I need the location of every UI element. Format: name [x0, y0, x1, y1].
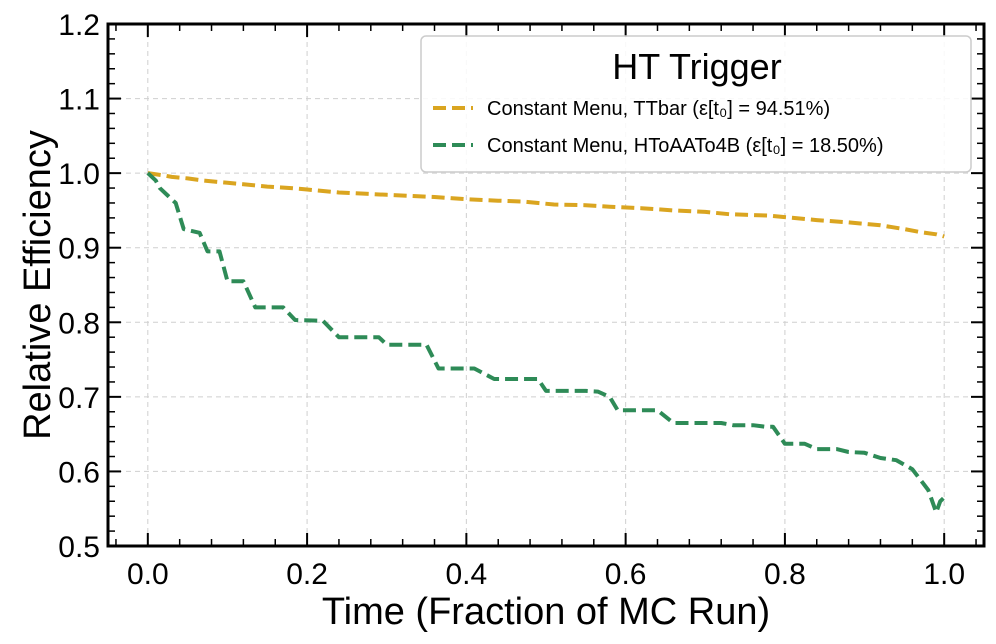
x-tick-label: 0.4 — [446, 558, 488, 591]
x-tick-label: 0.8 — [764, 558, 806, 591]
x-tick-label: 1.0 — [923, 558, 965, 591]
y-tick-label: 0.8 — [58, 307, 100, 340]
y-tick-label: 1.0 — [58, 158, 100, 191]
y-tick-label: 0.6 — [58, 456, 100, 489]
y-tick-label: 0.9 — [58, 233, 100, 266]
plot-frame — [106, 22, 986, 548]
series-line — [146, 171, 946, 515]
legend-entry: Constant Menu, HToAATo4B (ε[t₀] = 18.50%… — [433, 135, 883, 157]
legend-entry: Constant Menu, TTbar (ε[t₀] = 94.51%) — [433, 98, 830, 120]
y-tick-label: 1.2 — [58, 9, 100, 42]
legend: HT Trigger Constant Menu, TTbar (ε[t₀] =… — [420, 35, 972, 173]
series-layer — [146, 171, 946, 515]
tick-labels: 0.0 0.2 0.4 0.6 0.8 1.0 0.5 0.6 0.7 0.8 0.9 1.0 1.1 1… — [58, 9, 965, 591]
legend-entry-label: Constant Menu, HToAATo4B (ε[t₀] = 18.50%… — [487, 135, 883, 157]
y-axis-label: Relative Efficiency — [17, 130, 59, 440]
y-tick-label: 0.5 — [58, 531, 100, 564]
x-tick-label: 0.6 — [605, 558, 647, 591]
legend-entry-label: Constant Menu, TTbar (ε[t₀] = 94.51%) — [487, 98, 830, 120]
legend-entries: Constant Menu, TTbar (ε[t₀] = 94.51%) Con… — [433, 98, 883, 157]
series-2 — [146, 171, 946, 515]
legend-box — [420, 35, 972, 173]
x-tick-label: 0.0 — [127, 558, 169, 591]
y-tick-label: 0.7 — [58, 382, 100, 415]
series-line — [147, 171, 945, 239]
x-axis-label: Time (Fraction of MC Run) — [322, 591, 770, 633]
x-tick-label: 0.2 — [286, 558, 328, 591]
y-tick-label: 1.1 — [58, 84, 100, 117]
series-1 — [147, 171, 945, 239]
legend-title: HT Trigger — [612, 46, 781, 87]
